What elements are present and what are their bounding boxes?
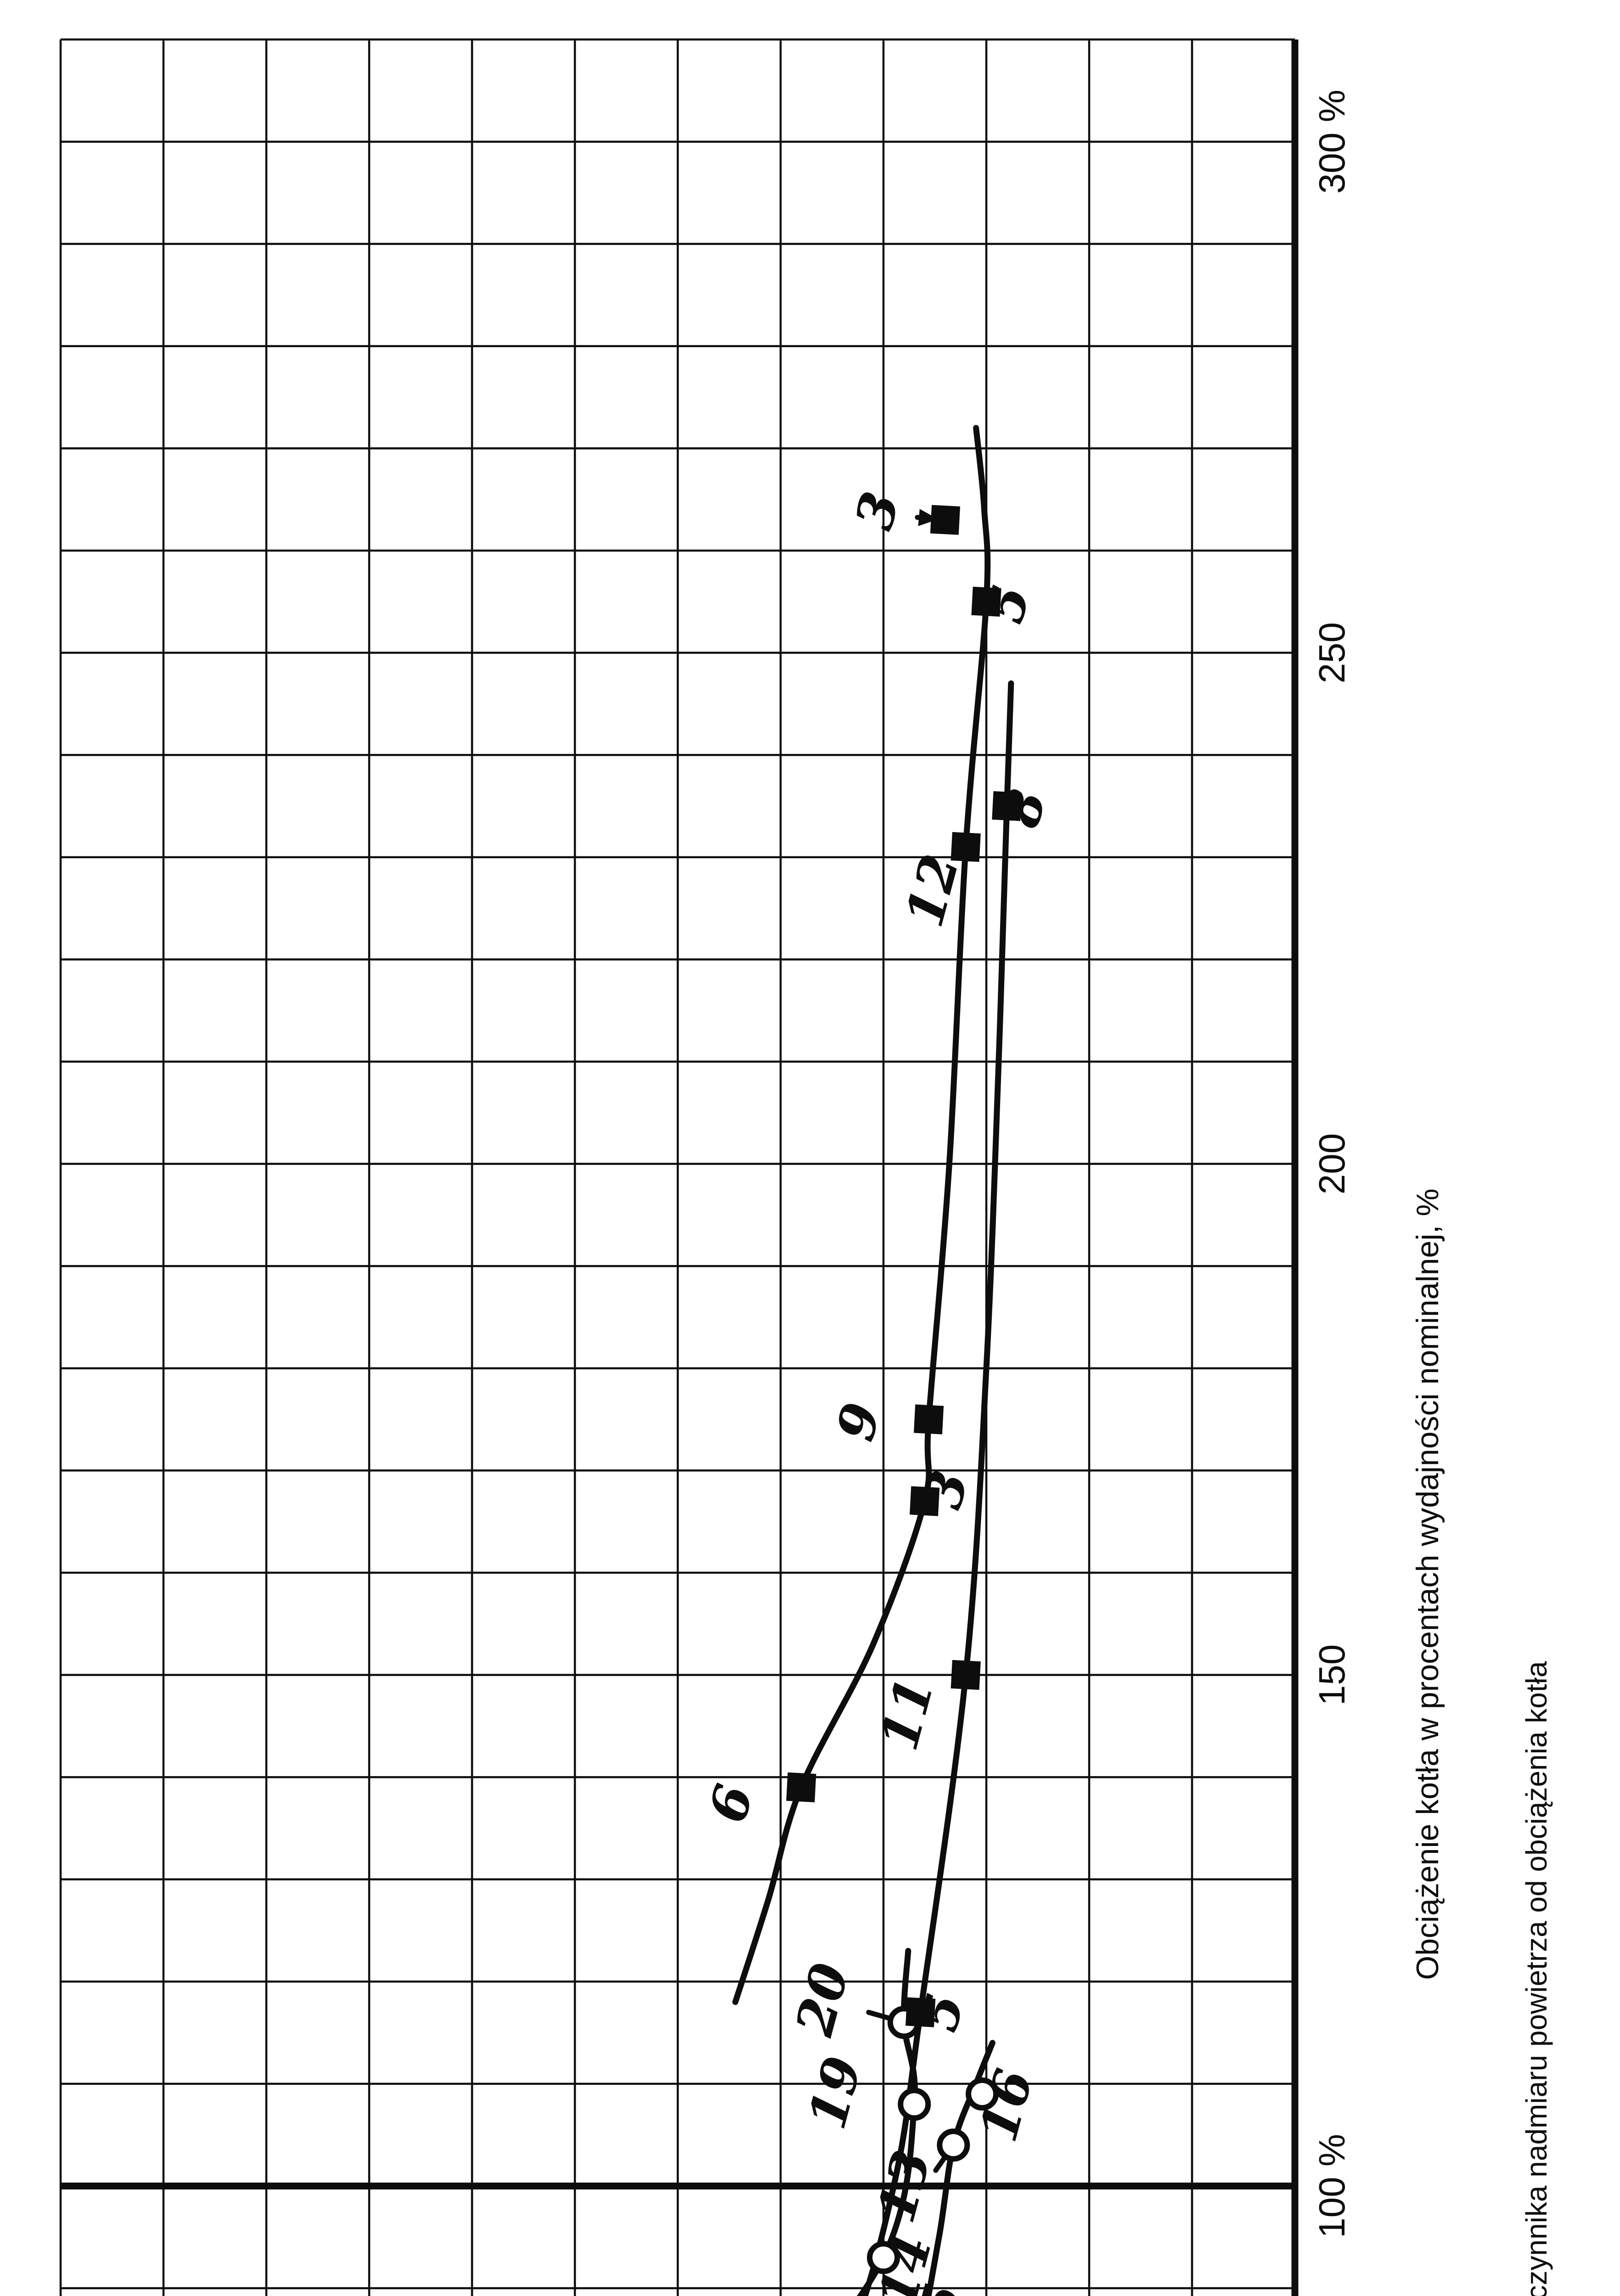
data-point-square xyxy=(906,1997,936,2027)
data-point-square xyxy=(913,1404,944,1435)
data-point-square xyxy=(971,586,1001,617)
data-curve-square xyxy=(862,680,1014,2296)
point-label: 13 xyxy=(866,2144,943,2228)
data-point-circle xyxy=(937,2128,970,2162)
point-label: 9 xyxy=(825,1396,893,1446)
tick-label-load: 250 xyxy=(1311,622,1352,683)
data-point-square xyxy=(930,505,960,535)
point-label: 6 xyxy=(698,1778,765,1829)
data-point-circle xyxy=(898,2088,931,2121)
data-point-square xyxy=(910,1486,940,1516)
tick-label-load: 150 xyxy=(1311,1644,1352,1705)
data-curve-square xyxy=(732,425,991,2005)
leader-arrowhead xyxy=(918,509,938,526)
tick-label-load: 100 % xyxy=(1311,2134,1352,2238)
data-curve-circle xyxy=(925,2040,996,2296)
point-label: 8 xyxy=(990,783,1058,834)
data-point-square xyxy=(786,1772,816,1802)
point-label: 3 xyxy=(844,486,911,536)
point-label: 11 xyxy=(869,1671,946,1756)
data-point-circle xyxy=(966,2077,999,2111)
point-label: 19 xyxy=(797,2050,874,2135)
figure-caption: Rys. 135a. Zależność współczynnika nadmi… xyxy=(1520,1661,1553,2296)
data-point-square xyxy=(951,832,981,862)
data-point-square xyxy=(951,1660,981,1690)
tick-label-load: 300 % xyxy=(1311,90,1352,194)
data-point-circle xyxy=(867,2241,900,2274)
data-point-square xyxy=(992,791,1022,822)
data-curve-circle xyxy=(856,1948,918,2296)
tick-label-load: 200 xyxy=(1311,1133,1352,1194)
point-label: 20 xyxy=(784,1957,861,2042)
axis-title-load: Obciążenie kotła w procentach wydajności… xyxy=(1410,1188,1445,1980)
